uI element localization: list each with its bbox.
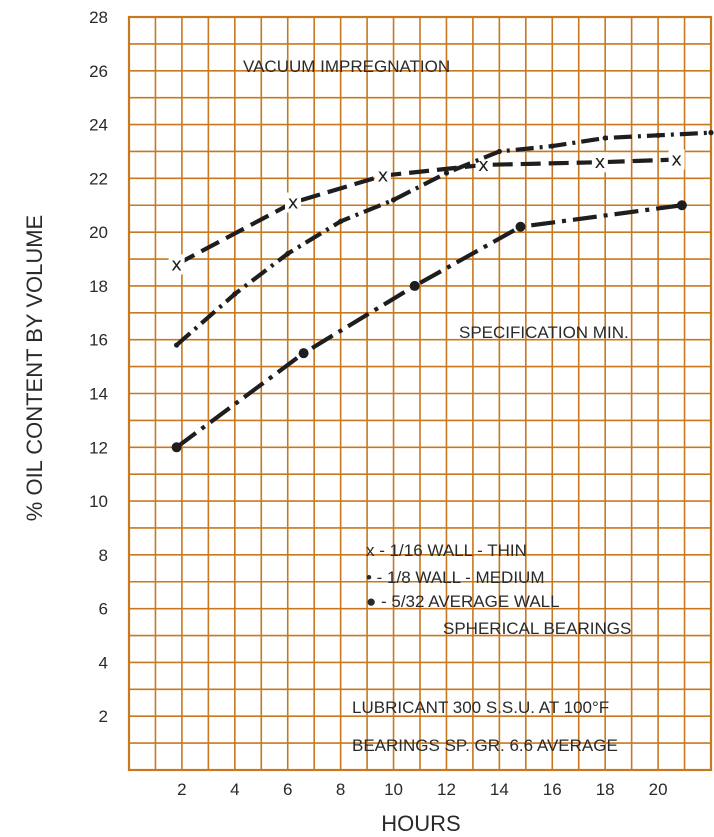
marker-background (591, 152, 608, 173)
data-point-small-dot (390, 197, 397, 203)
data-point-small-dot (655, 132, 661, 138)
y-tick-label: 4 (99, 653, 108, 672)
marker-background (475, 154, 492, 175)
data-point-small-dot (285, 251, 291, 257)
y-tick-label: 20 (89, 223, 108, 242)
y-axis-title: % OIL CONTENT BY VOLUME (22, 215, 47, 521)
data-point-big-dot (409, 280, 420, 291)
data-point-x-marker: x (171, 254, 182, 275)
data-point-small-dot (602, 135, 608, 141)
series-1: x x x x x x (168, 149, 685, 275)
data-point-small-dot (708, 130, 714, 136)
data-point-x-marker: x (378, 166, 389, 187)
data-point-x-marker: x (478, 155, 489, 176)
data-point-x-marker: x (288, 193, 299, 214)
y-tick-label: 24 (89, 116, 108, 135)
x-axis-title: HOURS (381, 811, 460, 836)
x-tick-label: 10 (384, 780, 403, 799)
marker-background (168, 254, 185, 275)
y-tick-label: 26 (89, 62, 108, 81)
y-tick-label: 18 (89, 277, 108, 296)
series-group: x x x x x x (168, 130, 714, 453)
marker-background (285, 192, 302, 213)
x-tick-label: 20 (649, 780, 668, 799)
y-tick-label: 22 (89, 169, 108, 188)
y-tick-label: 12 (89, 438, 108, 457)
y-tick-label: 28 (89, 8, 108, 27)
x-tick-label: 18 (596, 780, 615, 799)
marker-background (374, 165, 391, 186)
series-line (175, 157, 677, 267)
y-tick-label: 10 (89, 492, 108, 511)
series-2 (174, 130, 714, 348)
data-point-small-dot (338, 218, 344, 224)
legend: x - 1/16 WALL - THIN • - 1/8 WALL - MEDI… (366, 541, 631, 638)
legend-item-spherical: SPHERICAL BEARINGS (443, 619, 631, 638)
annotation-specification-min: SPECIFICATION MIN. (459, 323, 629, 342)
y-tick-label: 16 (89, 331, 108, 350)
x-tick-label: 2 (177, 780, 186, 799)
data-point-x-marker: x (595, 152, 606, 173)
data-point-big-dot (515, 221, 526, 232)
x-tick-label: 12 (437, 780, 456, 799)
series-line (175, 203, 683, 449)
x-tick-label: 16 (543, 780, 562, 799)
data-point-small-dot (443, 170, 450, 176)
data-point-big-dot (171, 442, 182, 453)
legend-item-average: ● - 5/32 AVERAGE WALL (366, 592, 560, 611)
plot-frame (127, 15, 713, 772)
y-tick-label: 6 (99, 600, 108, 619)
y-tick-label: 8 (99, 546, 108, 565)
x-tick-label: 4 (230, 780, 239, 799)
data-point-small-dot (232, 291, 238, 297)
data-point-x-marker: x (671, 150, 682, 171)
data-point-small-dot (174, 342, 180, 348)
y-tick-label: 2 (99, 707, 108, 726)
grid (127, 15, 713, 772)
marker-background (668, 149, 685, 170)
note-bearings-gravity: BEARINGS SP. GR. 6.6 AVERAGE (352, 736, 618, 755)
legend-item-medium: • - 1/8 WALL - MEDIUM (366, 568, 545, 587)
annotation-vacuum-impregnation: VACUUM IMPREGNATION (243, 57, 450, 76)
legend-item-thin: x - 1/16 WALL - THIN (366, 541, 527, 560)
data-point-small-dot (496, 148, 502, 155)
y-tick-label: 14 (89, 385, 108, 404)
x-tick-label: 8 (336, 780, 345, 799)
x-tick-label: 6 (283, 780, 292, 799)
note-lubricant: LUBRICANT 300 S.S.U. AT 100°F (352, 698, 609, 717)
data-point-small-dot (549, 143, 555, 149)
data-point-big-dot (676, 200, 687, 211)
x-tick-label: 14 (490, 780, 509, 799)
series-3 (171, 200, 687, 453)
data-point-big-dot (298, 348, 309, 359)
